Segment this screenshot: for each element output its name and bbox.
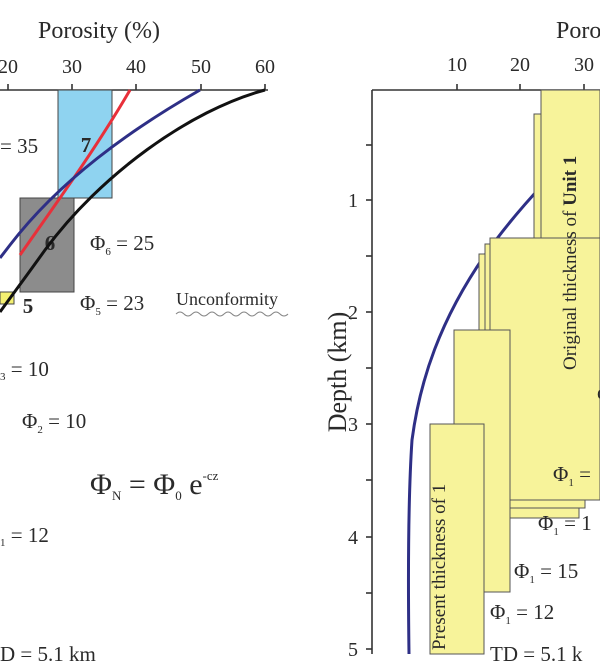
right-td-label: TD = 5.1 k — [490, 642, 583, 666]
stray-char: d — [597, 380, 600, 404]
block-5-label: 5 — [23, 294, 34, 318]
right-phi-label-1: Φ1 = — [553, 462, 591, 489]
right-panel: Poros 10 20 30 1 2 3 4 5 — [323, 18, 600, 666]
block-7-label: 7 — [81, 133, 92, 157]
y-tick-5: 5 — [348, 639, 358, 661]
curve-black — [0, 88, 266, 313]
right-tick-20: 20 — [510, 54, 530, 76]
phi2-label: Φ2 = 10 — [22, 409, 86, 436]
phi1-label: 1 = 12 — [0, 523, 49, 549]
y-axis-title: Depth (km) — [323, 312, 352, 433]
left-tick-60: 60 — [255, 56, 275, 78]
phi5-label: Φ5 = 23 — [80, 291, 144, 318]
left-x-ticks: 20 30 40 50 60 — [0, 56, 275, 90]
y-tick-2: 2 — [348, 302, 358, 324]
left-tick-30: 30 — [62, 56, 82, 78]
right-x-ticks: 10 20 30 — [447, 54, 594, 90]
right-tick-30: 30 — [574, 54, 594, 76]
left-tick-40: 40 — [126, 56, 146, 78]
left-tick-50: 50 — [191, 56, 211, 78]
unconformity-label: Unconformity — [176, 289, 278, 309]
compaction-equation: ΦN = Φ0 e-cz — [90, 468, 219, 503]
y-tick-4: 4 — [348, 527, 358, 549]
present-thickness-label: Present thickness of 1 — [429, 484, 450, 650]
left-axis-title: Porosity (%) — [38, 18, 160, 44]
left-tick-20: 20 — [0, 56, 18, 78]
block-7 — [57, 89, 113, 199]
right-y-ticks: 1 2 3 4 5 — [348, 144, 372, 661]
phi-35-label: = 35 — [0, 134, 38, 158]
original-thickness-label: Original thickness of Unit 1 — [560, 156, 581, 370]
curve-blue — [0, 88, 201, 259]
right-phi-label-2: Φ1 = 1 — [538, 511, 592, 538]
unconformity-wavy-line — [175, 311, 289, 317]
block-present-unit1 — [429, 423, 485, 655]
right-tick-10: 10 — [447, 54, 467, 76]
phi3-label: 3 = 10 — [0, 357, 49, 383]
thickness-blocks — [429, 89, 600, 655]
left-panel: Porosity (%) 20 30 40 50 60 7 6 5 = 35 Φ… — [0, 18, 289, 666]
left-td-label: D = 5.1 km — [0, 642, 96, 666]
y-tick-1: 1 — [348, 190, 358, 212]
y-tick-3: 3 — [348, 414, 358, 436]
right-axis-title: Poros — [556, 18, 600, 44]
right-phi-label-4: Φ1 = 12 — [490, 600, 554, 627]
right-phi-label-3: Φ1 = 15 — [514, 559, 578, 586]
phi6-label: Φ6 = 25 — [90, 231, 154, 258]
